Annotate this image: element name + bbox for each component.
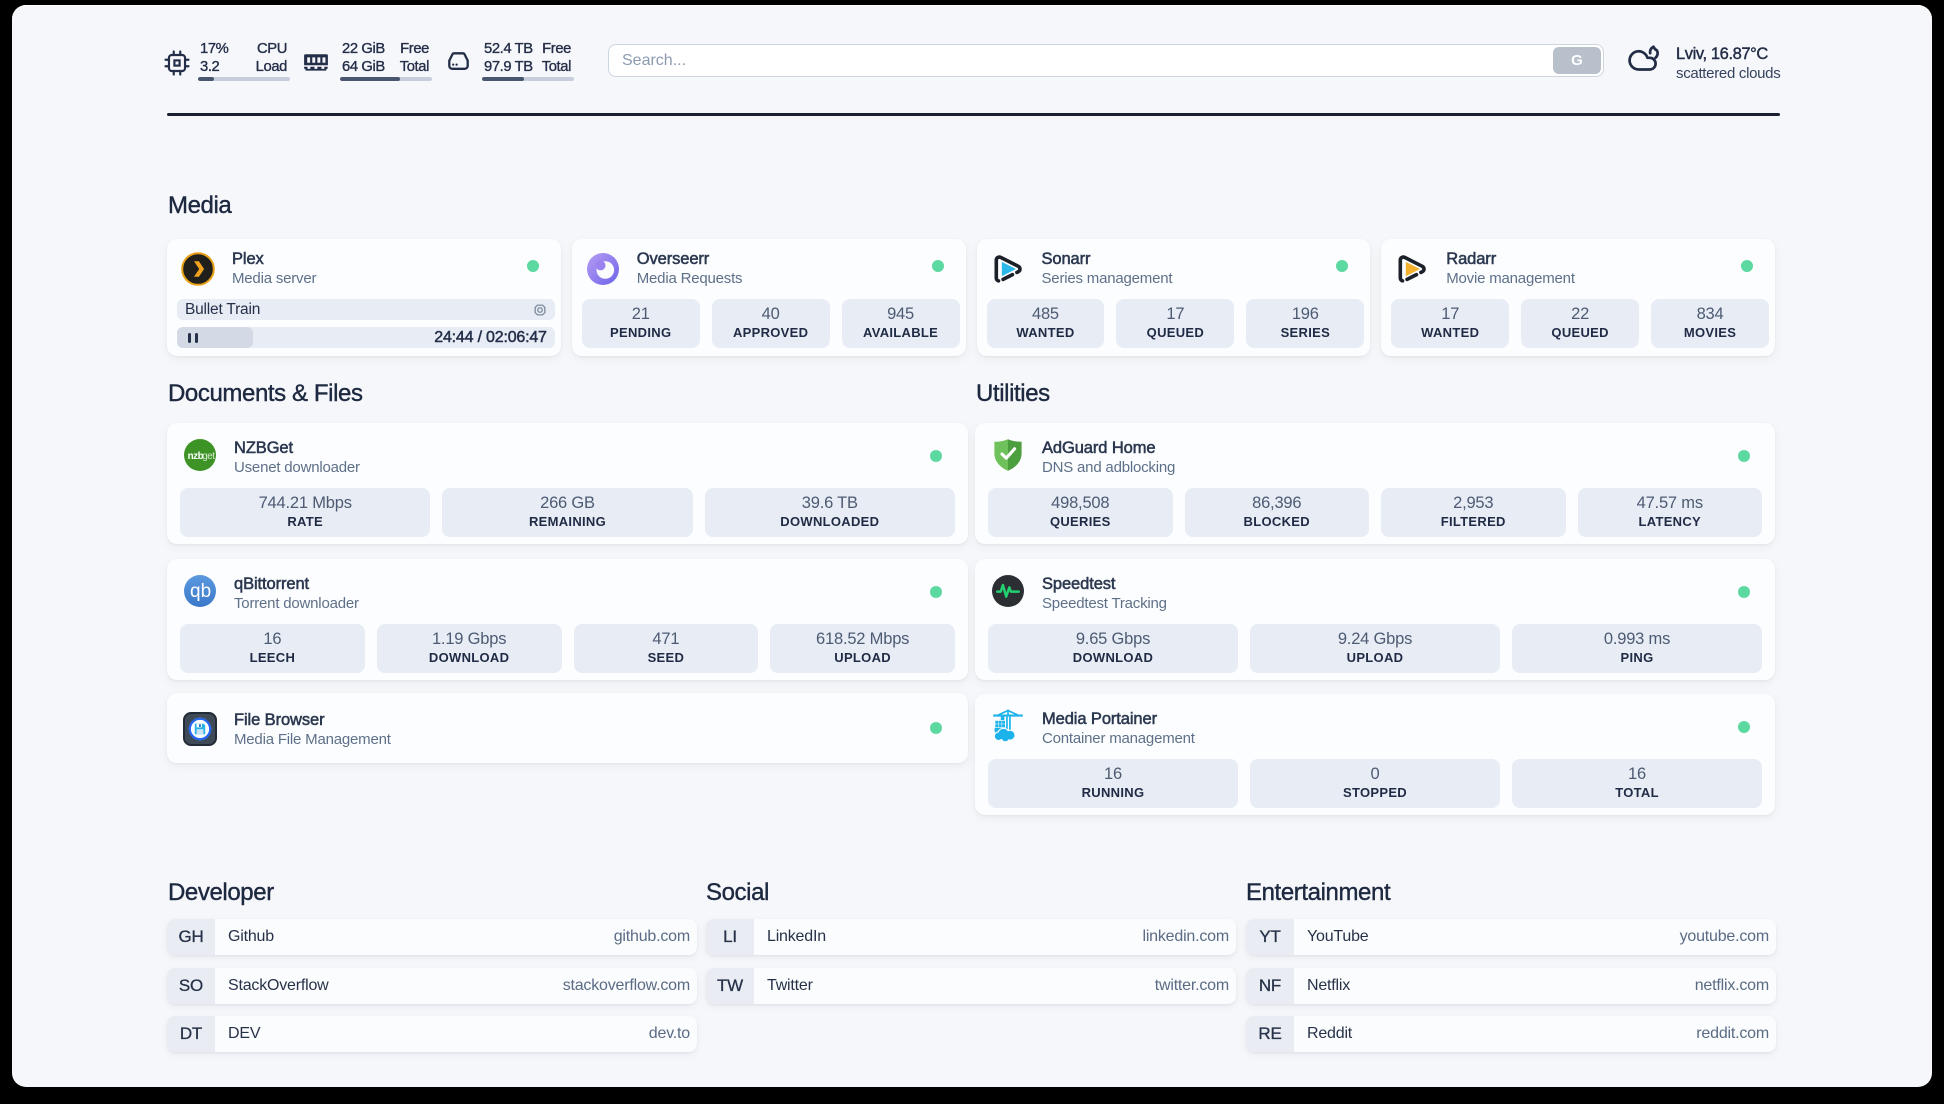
svg-text:qb: qb — [190, 581, 211, 602]
svg-text:nzb: nzb — [188, 450, 204, 461]
svg-text:get: get — [202, 450, 215, 461]
